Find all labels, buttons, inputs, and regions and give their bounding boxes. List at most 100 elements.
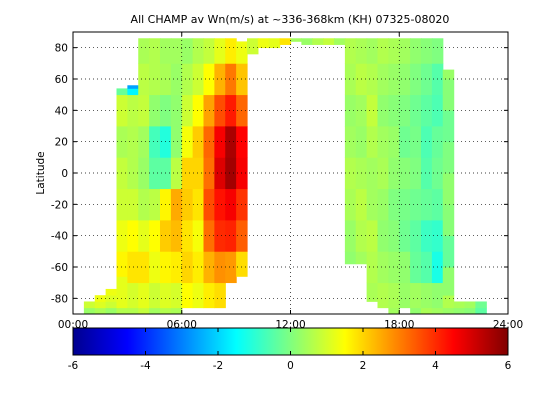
heatmap-cell-0-0 xyxy=(83,307,96,314)
y-tick-label-4: 0 xyxy=(61,168,68,180)
heatmap-cell-24-1 xyxy=(344,220,357,252)
y-tick-label-7: 60 xyxy=(55,74,68,86)
heatmap-cell-31-9 xyxy=(421,38,433,64)
heatmap-cell-12-0 xyxy=(214,282,226,309)
heatmap-cell-10-5 xyxy=(192,126,205,158)
heatmap-cell-36-0 xyxy=(475,307,487,314)
y-tick-label-8: 80 xyxy=(55,43,68,55)
heatmap-cell-29-3 xyxy=(399,188,411,221)
heatmap-cell-3-3 xyxy=(116,220,128,252)
heatmap-cell-30-9 xyxy=(410,38,422,64)
heatmap-cell-28-7 xyxy=(388,94,400,127)
heatmap-cell-26-8 xyxy=(366,38,379,64)
heatmap-cell-30-8 xyxy=(410,63,422,96)
heatmap-cell-31-5 xyxy=(421,157,433,190)
heatmap-cell-26-5 xyxy=(366,126,379,158)
chart-title: All CHAMP av Wn(m/s) at ~336-368km (KH) … xyxy=(131,13,450,26)
heatmap-cell-9-4 xyxy=(181,157,194,190)
heatmap-cell-23-0 xyxy=(334,38,346,45)
y-tick-label-2: -40 xyxy=(51,231,68,243)
heatmap-cell-36-1 xyxy=(475,301,487,309)
heatmap-cell-33-1 xyxy=(442,295,455,309)
heatmap-cell-12-5 xyxy=(214,126,226,158)
plot-area xyxy=(72,31,509,315)
heatmap-cell-8-8 xyxy=(170,63,183,96)
heatmap-cell-17-0 xyxy=(268,38,281,49)
heatmap-cell-31-4 xyxy=(421,188,433,221)
heatmap-cell-7-1 xyxy=(160,282,172,309)
y-tick-label-0: -80 xyxy=(51,293,68,305)
y-tick-label-6: 40 xyxy=(55,105,68,117)
heatmap-cell-3-5 xyxy=(116,157,128,190)
heatmap-cell-31-2 xyxy=(421,251,433,284)
heatmap-cell-3-7 xyxy=(116,94,128,127)
heatmap-cell-27-0 xyxy=(377,282,389,309)
heatmap-cell-22-0 xyxy=(323,38,335,45)
heatmap-cell-5-6 xyxy=(138,126,150,158)
heatmap-cell-34-0 xyxy=(453,307,466,314)
heatmap-cell-12-4 xyxy=(214,157,226,190)
colorbar-gradient xyxy=(72,327,509,356)
heatmap-cell-0-1 xyxy=(83,301,96,309)
heatmap-cell-6-5 xyxy=(149,157,161,190)
heatmap-cell-14-7 xyxy=(236,41,248,64)
heatmap-cell-28-9 xyxy=(388,38,400,64)
heatmap-cell-3-4 xyxy=(116,188,128,221)
colorbar: -6 -4 -2 0 2 4 6 xyxy=(68,327,512,372)
heatmap-cell-13-4 xyxy=(225,126,237,158)
heatmap-cell-30-4 xyxy=(410,188,422,221)
heatmap-cell-26-7 xyxy=(366,63,379,96)
heatmap-cell-26-4 xyxy=(366,157,379,190)
heatmap-cell-13-1 xyxy=(225,220,237,252)
heatmap-cell-28-2 xyxy=(388,251,400,284)
heatmap-cell-26-0 xyxy=(366,282,379,302)
heatmap-cell-2-2 xyxy=(105,295,118,302)
heatmap-cell-11-8 xyxy=(203,38,215,64)
heatmap-cell-14-0 xyxy=(236,251,248,277)
heatmap-cell-19-0 xyxy=(290,38,302,42)
heatmap-cell-15-0 xyxy=(247,38,259,55)
heatmap-cell-10-1 xyxy=(192,251,205,284)
heatmap-cell-26-6 xyxy=(366,94,379,127)
colorbar-tick-label-6: 6 xyxy=(505,360,512,372)
heatmap-cell-12-1 xyxy=(214,251,226,284)
heatmap-cell-26-1 xyxy=(366,251,379,284)
colorbar-tick-label-2: -2 xyxy=(213,360,223,372)
heatmap-cell-6-2 xyxy=(149,251,161,284)
heatmap-cell-11-0 xyxy=(203,282,215,309)
heatmap-cell-24-2 xyxy=(344,188,357,221)
heatmap-cell-1-1 xyxy=(94,301,107,309)
heatmap-cell-9-7 xyxy=(181,63,194,96)
heatmap-cell-7-0 xyxy=(160,307,172,314)
heatmap-cell-32-1 xyxy=(431,282,444,309)
heatmap-cell-10-4 xyxy=(192,157,205,190)
y-tick-label-5: 20 xyxy=(55,137,68,149)
heatmap-cell-12-2 xyxy=(214,220,226,252)
heatmap-cell-24-7 xyxy=(344,38,357,64)
heatmap-cell-30-7 xyxy=(410,94,422,127)
heatmap-cell-6-3 xyxy=(149,220,161,252)
heatmap-cell-31-1 xyxy=(421,282,433,309)
heatmap-cell-8-2 xyxy=(170,251,183,284)
heatmap-cell-5-9 xyxy=(138,38,150,64)
heatmap-cell-8-0 xyxy=(170,307,183,314)
colorbar-tick-label-0: -6 xyxy=(68,360,79,372)
colorbar-tick-label-3: 0 xyxy=(287,360,294,372)
heatmap-cell-8-5 xyxy=(170,157,183,190)
heatmap-cell-31-6 xyxy=(421,126,433,158)
heatmap-cell-28-3 xyxy=(388,220,400,252)
heatmap-cell-4-8 xyxy=(127,88,139,96)
heatmap-cell-33-3 xyxy=(442,235,455,268)
heatmap-cell-8-3 xyxy=(170,220,183,252)
heatmap-cell-18-0 xyxy=(279,38,292,45)
heatmap-cell-33-2 xyxy=(442,267,455,296)
heatmap-cell-9-1 xyxy=(181,251,194,284)
heatmap-cell-27-8 xyxy=(377,38,389,64)
heatmap-cell-2-3 xyxy=(105,288,118,296)
y-tick-label-3: -20 xyxy=(51,199,68,211)
colorbar-tick-label-4: 2 xyxy=(360,360,367,372)
colorbar-tick-label-1: -4 xyxy=(140,360,151,372)
heatmap-cell-5-8 xyxy=(138,63,150,96)
heatmap-cell-24-3 xyxy=(344,157,357,190)
heatmap-cell-28-5 xyxy=(388,157,400,190)
